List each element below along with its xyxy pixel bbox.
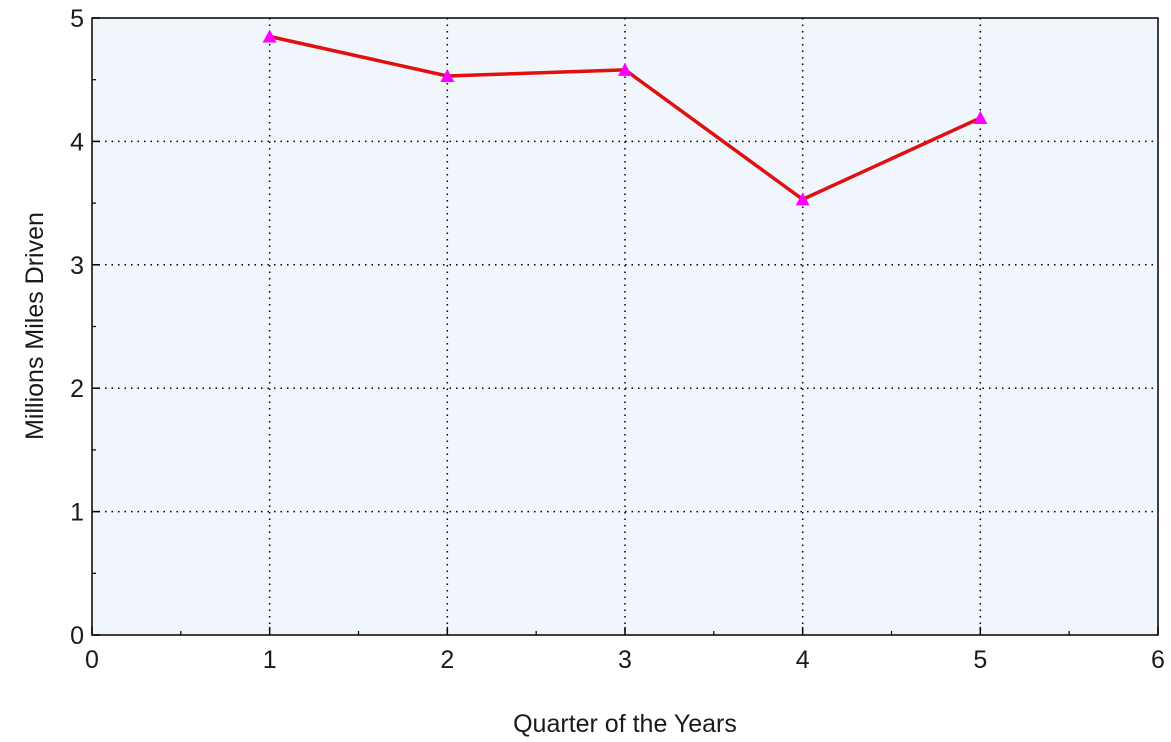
plot-frame (91, 17, 1159, 636)
y-axis-title: Millions Miles Driven (21, 212, 49, 440)
x-tick-label: 6 (1151, 646, 1165, 674)
plot-area (92, 18, 1158, 635)
series-layer (262, 29, 988, 206)
y-tick-label: 5 (70, 5, 84, 33)
y-tick-label: 0 (70, 622, 84, 650)
data-point-marker (262, 29, 277, 43)
data-point-marker (618, 62, 632, 76)
x-tick-label: 1 (263, 646, 277, 674)
y-tick-label: 4 (70, 128, 84, 156)
x-axis-title: Quarter of the Years (513, 710, 737, 738)
y-tick-label: 1 (70, 499, 84, 527)
x-tick-label: 0 (85, 646, 99, 674)
grid-lines (92, 18, 1158, 635)
x-tick-labels: 0 1 2 3 4 5 6 (85, 646, 1165, 674)
data-point-marker (973, 110, 988, 124)
data-point-marker (795, 192, 810, 206)
x-tick-label: 4 (796, 646, 810, 674)
x-tick-label: 5 (973, 646, 987, 674)
data-point-marker (440, 68, 455, 82)
x-tick-label: 3 (618, 646, 632, 674)
y-tick-label: 3 (70, 252, 84, 280)
y-tick-label: 2 (70, 375, 84, 403)
x-tick-label: 2 (440, 646, 454, 674)
y-tick-labels: 0 1 2 3 4 5 (70, 5, 84, 650)
